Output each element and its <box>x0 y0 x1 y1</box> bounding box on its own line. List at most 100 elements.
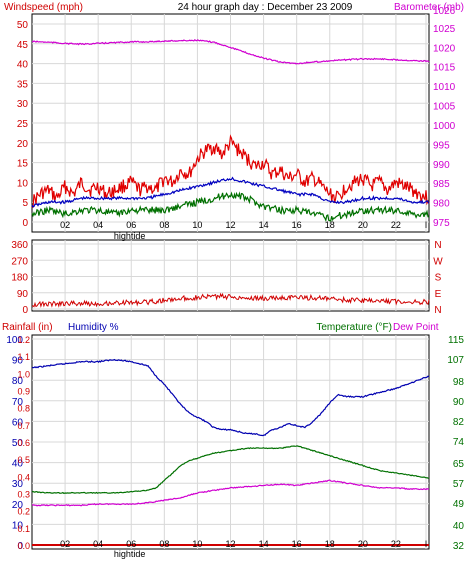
hightide-marker: hightide <box>114 549 146 559</box>
x-tick-label: 10 <box>192 220 202 230</box>
direction-tick-label: 360 <box>11 240 28 251</box>
barometer-tick-label: 1010 <box>433 82 456 93</box>
wind-tick-label: 30 <box>17 99 29 110</box>
barometer-tick-label: 1000 <box>433 121 456 132</box>
humidity-tick-label: 0 <box>17 541 23 552</box>
rainfall-tick-label: 0.9 <box>17 387 30 397</box>
barometer-tick-label: 1025 <box>433 24 456 35</box>
humidity-tick-label: 60 <box>12 417 24 428</box>
x-tick-label: 20 <box>358 539 368 549</box>
temperature-tick-label: 82 <box>453 417 465 428</box>
rainfall-tick-label: 0.1 <box>17 524 30 534</box>
compass-label: S <box>435 273 442 284</box>
series-wind-direction <box>31 292 430 309</box>
rainfall-tick-label: 0.3 <box>17 490 30 500</box>
x-tick-label: 02 <box>60 220 70 230</box>
series-wind-minimum <box>31 191 430 223</box>
barometer-tick-label: 980 <box>433 199 450 210</box>
humidity-tick-label: 100 <box>6 335 23 346</box>
rainfall-tick-label: 0.5 <box>17 455 30 465</box>
x-tick-label: 12 <box>225 539 235 549</box>
series-wind-average <box>31 176 430 208</box>
temperature-tick-label: 65 <box>453 459 465 470</box>
x-tick-label: 22 <box>391 539 401 549</box>
wind-tick-label: 5 <box>22 198 28 209</box>
compass-label: N <box>434 305 441 316</box>
barometer-tick-label: 995 <box>433 140 450 151</box>
barometer-tick-label: 975 <box>433 218 450 229</box>
barometer-tick-label: 990 <box>433 160 450 171</box>
x-tick-label: 16 <box>292 220 302 230</box>
humidity-axis-title: Humidity % <box>68 322 119 333</box>
x-tick-label: 02 <box>60 539 70 549</box>
temperature-tick-label: 98 <box>453 377 465 388</box>
rainfall-tick-label: 0.4 <box>17 472 30 482</box>
humidity-tick-label: 90 <box>12 356 24 367</box>
wind-tick-label: 15 <box>17 159 29 170</box>
wind-tick-label: 10 <box>17 178 29 189</box>
x-tick-label: 14 <box>259 220 269 230</box>
wind-tick-label: 0 <box>22 218 28 229</box>
temperature-tick-label: 107 <box>447 355 464 366</box>
wind-tick-label: 50 <box>17 20 29 31</box>
series-temperature <box>31 445 430 494</box>
humidity-tick-label: 40 <box>12 459 24 470</box>
wind-tick-label: 40 <box>17 60 29 71</box>
humidity-tick-label: 70 <box>12 397 24 408</box>
wind-tick-label: 25 <box>17 119 29 130</box>
x-tick-label: 18 <box>325 220 335 230</box>
x-tick-label: l <box>425 220 427 230</box>
temperature-tick-label: 74 <box>453 437 465 448</box>
barometer-tick-label: 1020 <box>433 43 456 54</box>
compass-label: N <box>434 240 441 251</box>
rainfall-tick-label: 0.7 <box>17 421 30 431</box>
rainfall-tick-label: 1.0 <box>17 369 30 379</box>
direction-tick-label: 90 <box>17 289 29 300</box>
graph-title: 24 hour graph day : December 23 2009 <box>178 2 353 13</box>
x-tick-label: 14 <box>259 539 269 549</box>
x-tick-label: 16 <box>292 539 302 549</box>
series-windspeed <box>31 134 430 209</box>
dewpoint-axis-title: Dew Point <box>393 322 439 333</box>
temperature-tick-label: 90 <box>453 397 465 408</box>
rainfall-tick-label: 0.0 <box>17 541 30 551</box>
x-tick-label: l <box>425 539 427 549</box>
rainfall-axis-title: Rainfall (in) <box>2 322 53 333</box>
humidity-tick-label: 10 <box>12 520 24 531</box>
rainfall-tick-label: 0.8 <box>17 404 30 414</box>
x-tick-label: 20 <box>358 220 368 230</box>
humidity-tick-label: 20 <box>12 500 24 511</box>
x-tick-label: 06 <box>126 220 136 230</box>
windspeed-axis-title: Windspeed (mph) <box>4 2 83 13</box>
temperature-tick-label: 49 <box>453 499 465 510</box>
barometer-tick-label: 985 <box>433 179 450 190</box>
x-tick-label: 22 <box>391 220 401 230</box>
barometer-tick-label: 1026 <box>433 6 456 17</box>
x-tick-label: 04 <box>93 220 103 230</box>
x-tick-label: 10 <box>192 539 202 549</box>
x-tick-label: 06 <box>126 539 136 549</box>
temperature-tick-label: 115 <box>448 335 464 346</box>
x-tick-label: 04 <box>93 539 103 549</box>
rainfall-tick-label: 0.6 <box>17 438 30 448</box>
direction-tick-label: 180 <box>11 273 28 284</box>
barometer-axis-title: Barometer (mb) <box>394 2 464 13</box>
humidity-tick-label: 50 <box>12 438 24 449</box>
series-humidity <box>31 358 430 437</box>
barometer-tick-label: 1015 <box>433 63 456 74</box>
temperature-axis-title: Temperature (°F) <box>316 322 392 333</box>
direction-tick-label: 0 <box>22 305 28 316</box>
series-dewpoint <box>31 479 430 507</box>
x-tick-label: 18 <box>325 539 335 549</box>
wind-tick-label: 20 <box>17 139 29 150</box>
direction-tick-label: 270 <box>11 256 28 267</box>
hightide-marker: hightide <box>114 231 146 241</box>
humidity-tick-label: 80 <box>12 376 24 387</box>
rainfall-tick-label: 1.2 <box>17 335 30 345</box>
rainfall-tick-label: 0.2 <box>17 507 30 517</box>
humidity-tick-label: 30 <box>12 479 24 490</box>
barometer-tick-label: 1005 <box>433 102 456 113</box>
temperature-tick-label: 32 <box>453 541 465 552</box>
temperature-tick-label: 40 <box>453 521 465 532</box>
